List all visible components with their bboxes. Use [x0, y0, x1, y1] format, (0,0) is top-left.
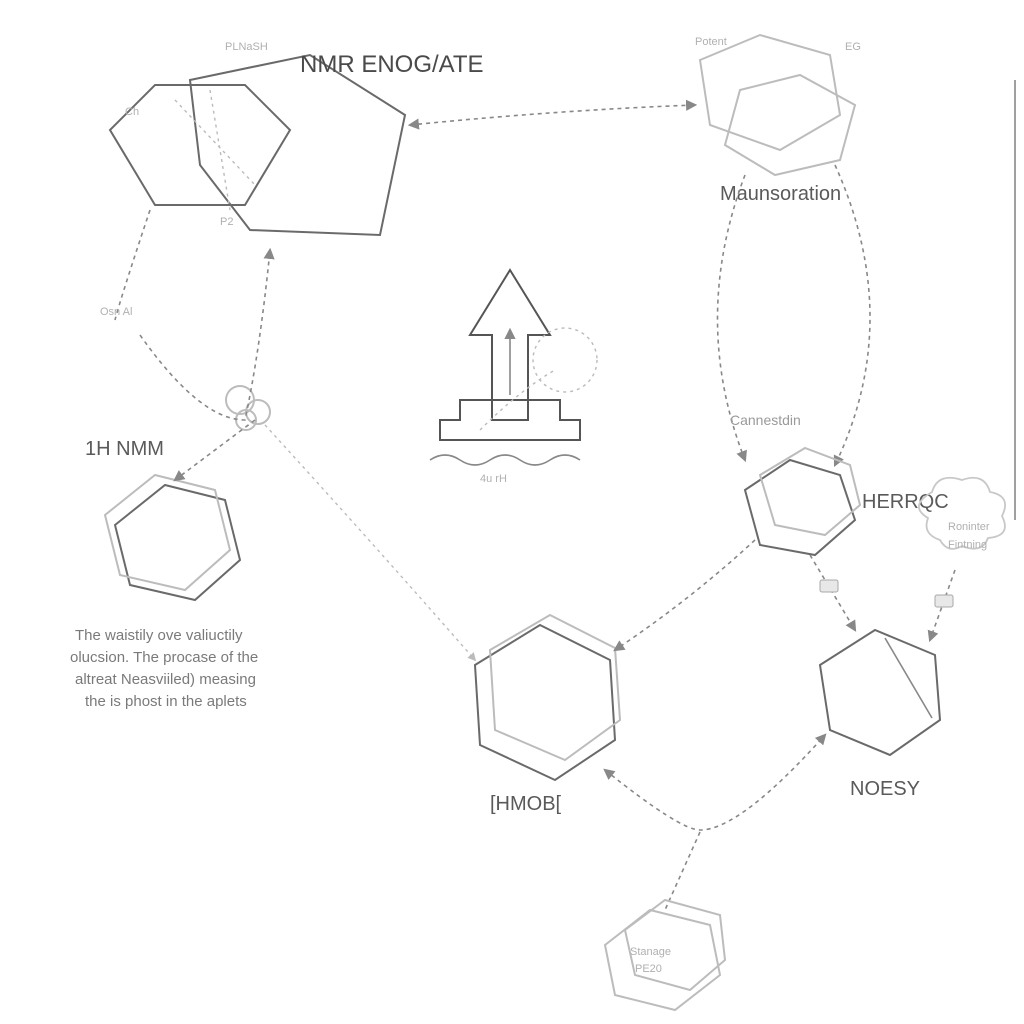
title-nmr-enogate: NMR ENOG/ATE [300, 51, 484, 78]
bottom-text-1: Stanage [630, 946, 671, 958]
para-line-3: altreat Neasviiled) measing [75, 671, 256, 688]
edge-nmr-maunsoration [410, 105, 695, 125]
small-label-osn: Osn Al [100, 306, 132, 318]
label-noesy: NOESY [850, 778, 920, 800]
bottom-text-2: PE20 [635, 963, 662, 975]
edge-herrqc-hmob [615, 540, 755, 650]
para-line-1: The waistily ove valiuctily [75, 627, 243, 644]
node-noesy [820, 630, 940, 755]
small-label-planash: PLNaSH [225, 41, 268, 53]
center-glyph-label: 4u rH [480, 473, 507, 485]
small-label-p2: P2 [220, 216, 233, 228]
center-arrow-glyph: 4u rH [430, 270, 597, 485]
edge-osn-back-to-nmr [140, 250, 270, 420]
node-maunsoration: Potent EG [695, 35, 861, 175]
label-hmob: [HMOB[ [490, 793, 562, 815]
label-herrqc: HERRQC [862, 491, 949, 513]
badge-cloud-noesy [935, 595, 953, 607]
paragraph-block: The waistily ove valiuctily olucsion. Th… [70, 627, 258, 710]
annotation-cloud: Roninter Fintning [919, 478, 1005, 551]
small-label-eg: EG [845, 41, 861, 53]
small-label-ch: Ch [125, 106, 139, 118]
edge-scribble-to-hmob [265, 425, 475, 660]
edge-nmr-down-stub [115, 210, 150, 320]
label-maunsoration: Maunsoration [720, 183, 841, 205]
label-1h-nmm: 1H NMM [85, 438, 164, 460]
small-label-potent: Potent [695, 36, 727, 48]
para-line-4: the is phost in the aplets [85, 693, 247, 710]
edge-maunsoration-herrqc-right [835, 165, 870, 465]
badge-herrqc-noesy [820, 580, 838, 592]
para-line-2: olucsion. The procase of the [70, 649, 258, 666]
label-cannestdin: Cannestdin [730, 412, 801, 428]
cloud-text-2: Fintning [948, 539, 987, 551]
edge-hmob-noesy [605, 735, 825, 830]
edge-junction-bottom [665, 832, 700, 910]
cloud-text-1: Roninter [948, 521, 990, 533]
diagram-canvas: PLNaSH Ch P2 NMR ENOG/ATE Potent EG Maun… [0, 0, 1024, 1024]
node-herrqc [745, 448, 860, 555]
node-bottom: Stanage PE20 [605, 900, 725, 1010]
node-hmob [475, 615, 620, 780]
node-1h-nmm [105, 475, 240, 600]
